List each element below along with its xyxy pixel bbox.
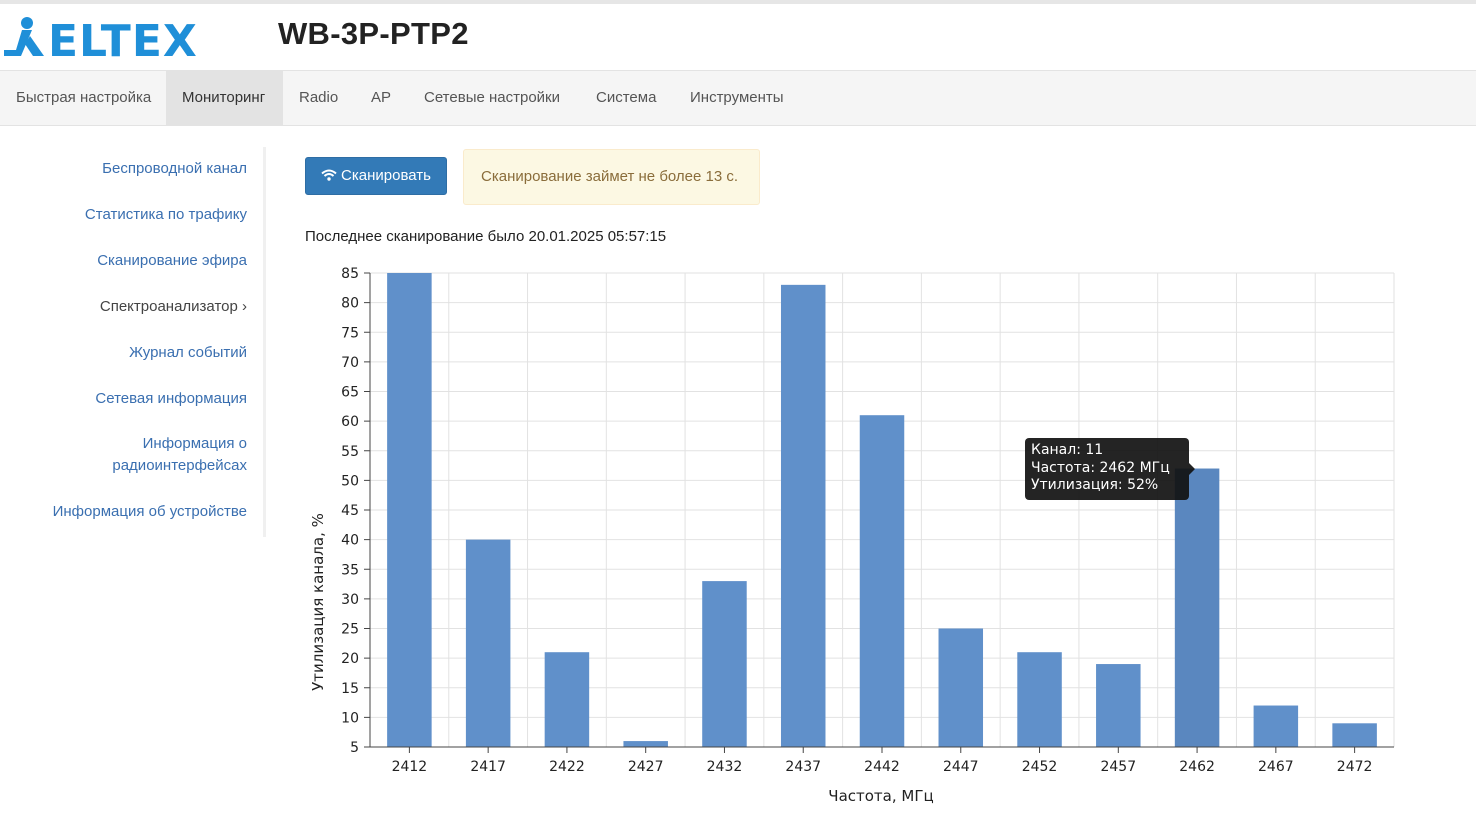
bar-2412[interactable] <box>387 273 432 747</box>
sidebar-item-spectrum-analyzer[interactable]: Спектроанализатор › <box>99 298 247 315</box>
y-tick-label: 55 <box>341 444 359 460</box>
x-tick-label: 2472 <box>1337 759 1373 775</box>
y-tick-label: 25 <box>341 622 359 638</box>
bar-2467[interactable] <box>1253 705 1299 747</box>
nav-monitoring[interactable]: Мониторинг <box>166 71 283 125</box>
eltex-logo: ELTEX <box>4 16 198 64</box>
sidebar-item-network-info[interactable]: Сетевая информация <box>95 390 247 407</box>
y-axis-label: Утилизация канала, % <box>309 513 327 691</box>
bar-2432[interactable] <box>702 581 747 747</box>
tooltip-arrow <box>1189 463 1195 475</box>
tooltip-frequency: Частота: 2462 МГц <box>1031 459 1170 476</box>
x-tick-label: 2467 <box>1258 759 1294 775</box>
y-tick-label: 5 <box>350 740 359 756</box>
x-tick-label: 2462 <box>1179 759 1215 775</box>
bar-2452[interactable] <box>1017 652 1062 747</box>
x-tick-label: 2432 <box>707 759 743 775</box>
bar-2457[interactable] <box>1096 664 1141 747</box>
x-tick-label: 2442 <box>864 759 900 775</box>
sidebar-item-device-info[interactable]: Информация об устройстве <box>52 503 247 520</box>
sidebar-item-wireless-channel[interactable]: Беспроводной канал <box>102 160 247 177</box>
y-tick-label: 85 <box>341 266 359 282</box>
scan-button-label: Сканировать <box>341 167 431 184</box>
y-tick-label: 10 <box>341 710 359 726</box>
bar-2462[interactable] <box>1174 468 1220 747</box>
last-scan-text: Последнее сканирование было 20.01.2025 0… <box>305 228 667 245</box>
sidebar-item-label: Информация о <box>142 435 247 452</box>
nav-quick-setup[interactable]: Быстрая настройка <box>16 89 152 106</box>
y-tick-label: 60 <box>341 414 359 430</box>
wifi-icon <box>321 169 337 181</box>
x-tick-label: 2427 <box>628 759 664 775</box>
main-nav: Быстрая настройка Мониторинг Radio AP Се… <box>0 70 1476 126</box>
sidebar-item-event-log[interactable]: Журнал событий <box>129 344 247 361</box>
y-tick-label: 20 <box>341 651 359 667</box>
x-axis-label: Частота, МГц <box>828 787 933 805</box>
scan-duration-alert: Сканирование займет не более 13 с. <box>463 149 760 205</box>
x-tick-label: 2417 <box>470 759 506 775</box>
sidebar-item-label: радиоинтерфейсах <box>112 457 247 474</box>
svg-text:ELTEX: ELTEX <box>48 16 198 64</box>
header: ELTEX WB-3P-PTP2 <box>0 4 1476 70</box>
y-tick-label: 65 <box>341 385 359 401</box>
y-tick-label: 35 <box>341 562 359 578</box>
bar-2417[interactable] <box>465 539 511 747</box>
sidebar-item-radio-interfaces[interactable]: Информация о радиоинтерфейсах <box>112 433 247 477</box>
y-tick-label: 50 <box>341 473 359 489</box>
x-tick-label: 2447 <box>943 759 979 775</box>
nav-tools[interactable]: Инструменты <box>690 89 784 106</box>
bar-tooltip: Канал: 11 Частота: 2462 МГц Утилизация: … <box>1025 438 1189 500</box>
bar-2437[interactable] <box>780 284 826 747</box>
tooltip-utilization: Утилизация: 52% <box>1031 477 1159 493</box>
y-tick-label: 80 <box>341 296 359 312</box>
y-tick-label: 75 <box>341 325 359 341</box>
nav-radio[interactable]: Radio <box>299 89 339 106</box>
y-tick-label: 45 <box>341 503 359 519</box>
top-border <box>0 0 1476 4</box>
channel-utilization-chart: 5 10 15 20 25 30 35 40 45 50 55 60 65 70 75 80 85 2412 241… <box>309 266 1395 805</box>
bar-2472[interactable] <box>1332 723 1377 747</box>
scan-button[interactable]: Сканировать <box>305 157 447 195</box>
sidebar-item-traffic-stats[interactable]: Статистика по трафику <box>84 206 247 223</box>
sidebar-item-air-scan[interactable]: Сканирование эфира <box>97 252 247 269</box>
x-tick-label: 2412 <box>392 759 428 775</box>
bar-2427[interactable] <box>623 741 668 747</box>
nav-system[interactable]: Система <box>596 89 657 106</box>
x-tick-label: 2457 <box>1100 759 1136 775</box>
x-tick-label: 2422 <box>549 759 585 775</box>
sidebar: Беспроводной канал Статистика по трафику… <box>0 147 266 537</box>
tooltip-channel: Канал: 11 <box>1031 442 1104 458</box>
bar-2422[interactable] <box>544 652 590 747</box>
x-tick-label: 2437 <box>785 759 821 775</box>
bar-2442[interactable] <box>859 415 905 747</box>
y-tick-label: 70 <box>341 355 359 371</box>
y-tick-label: 15 <box>341 681 359 697</box>
nav-ap[interactable]: AP <box>371 89 392 106</box>
x-tick-label: 2452 <box>1022 759 1058 775</box>
y-tick-label: 30 <box>341 592 359 608</box>
device-title: WB-3P-PTP2 <box>278 16 469 51</box>
y-tick-label: 40 <box>341 533 359 549</box>
nav-network-settings[interactable]: Сетевые настройки <box>424 89 560 106</box>
bar-2447[interactable] <box>938 628 984 748</box>
